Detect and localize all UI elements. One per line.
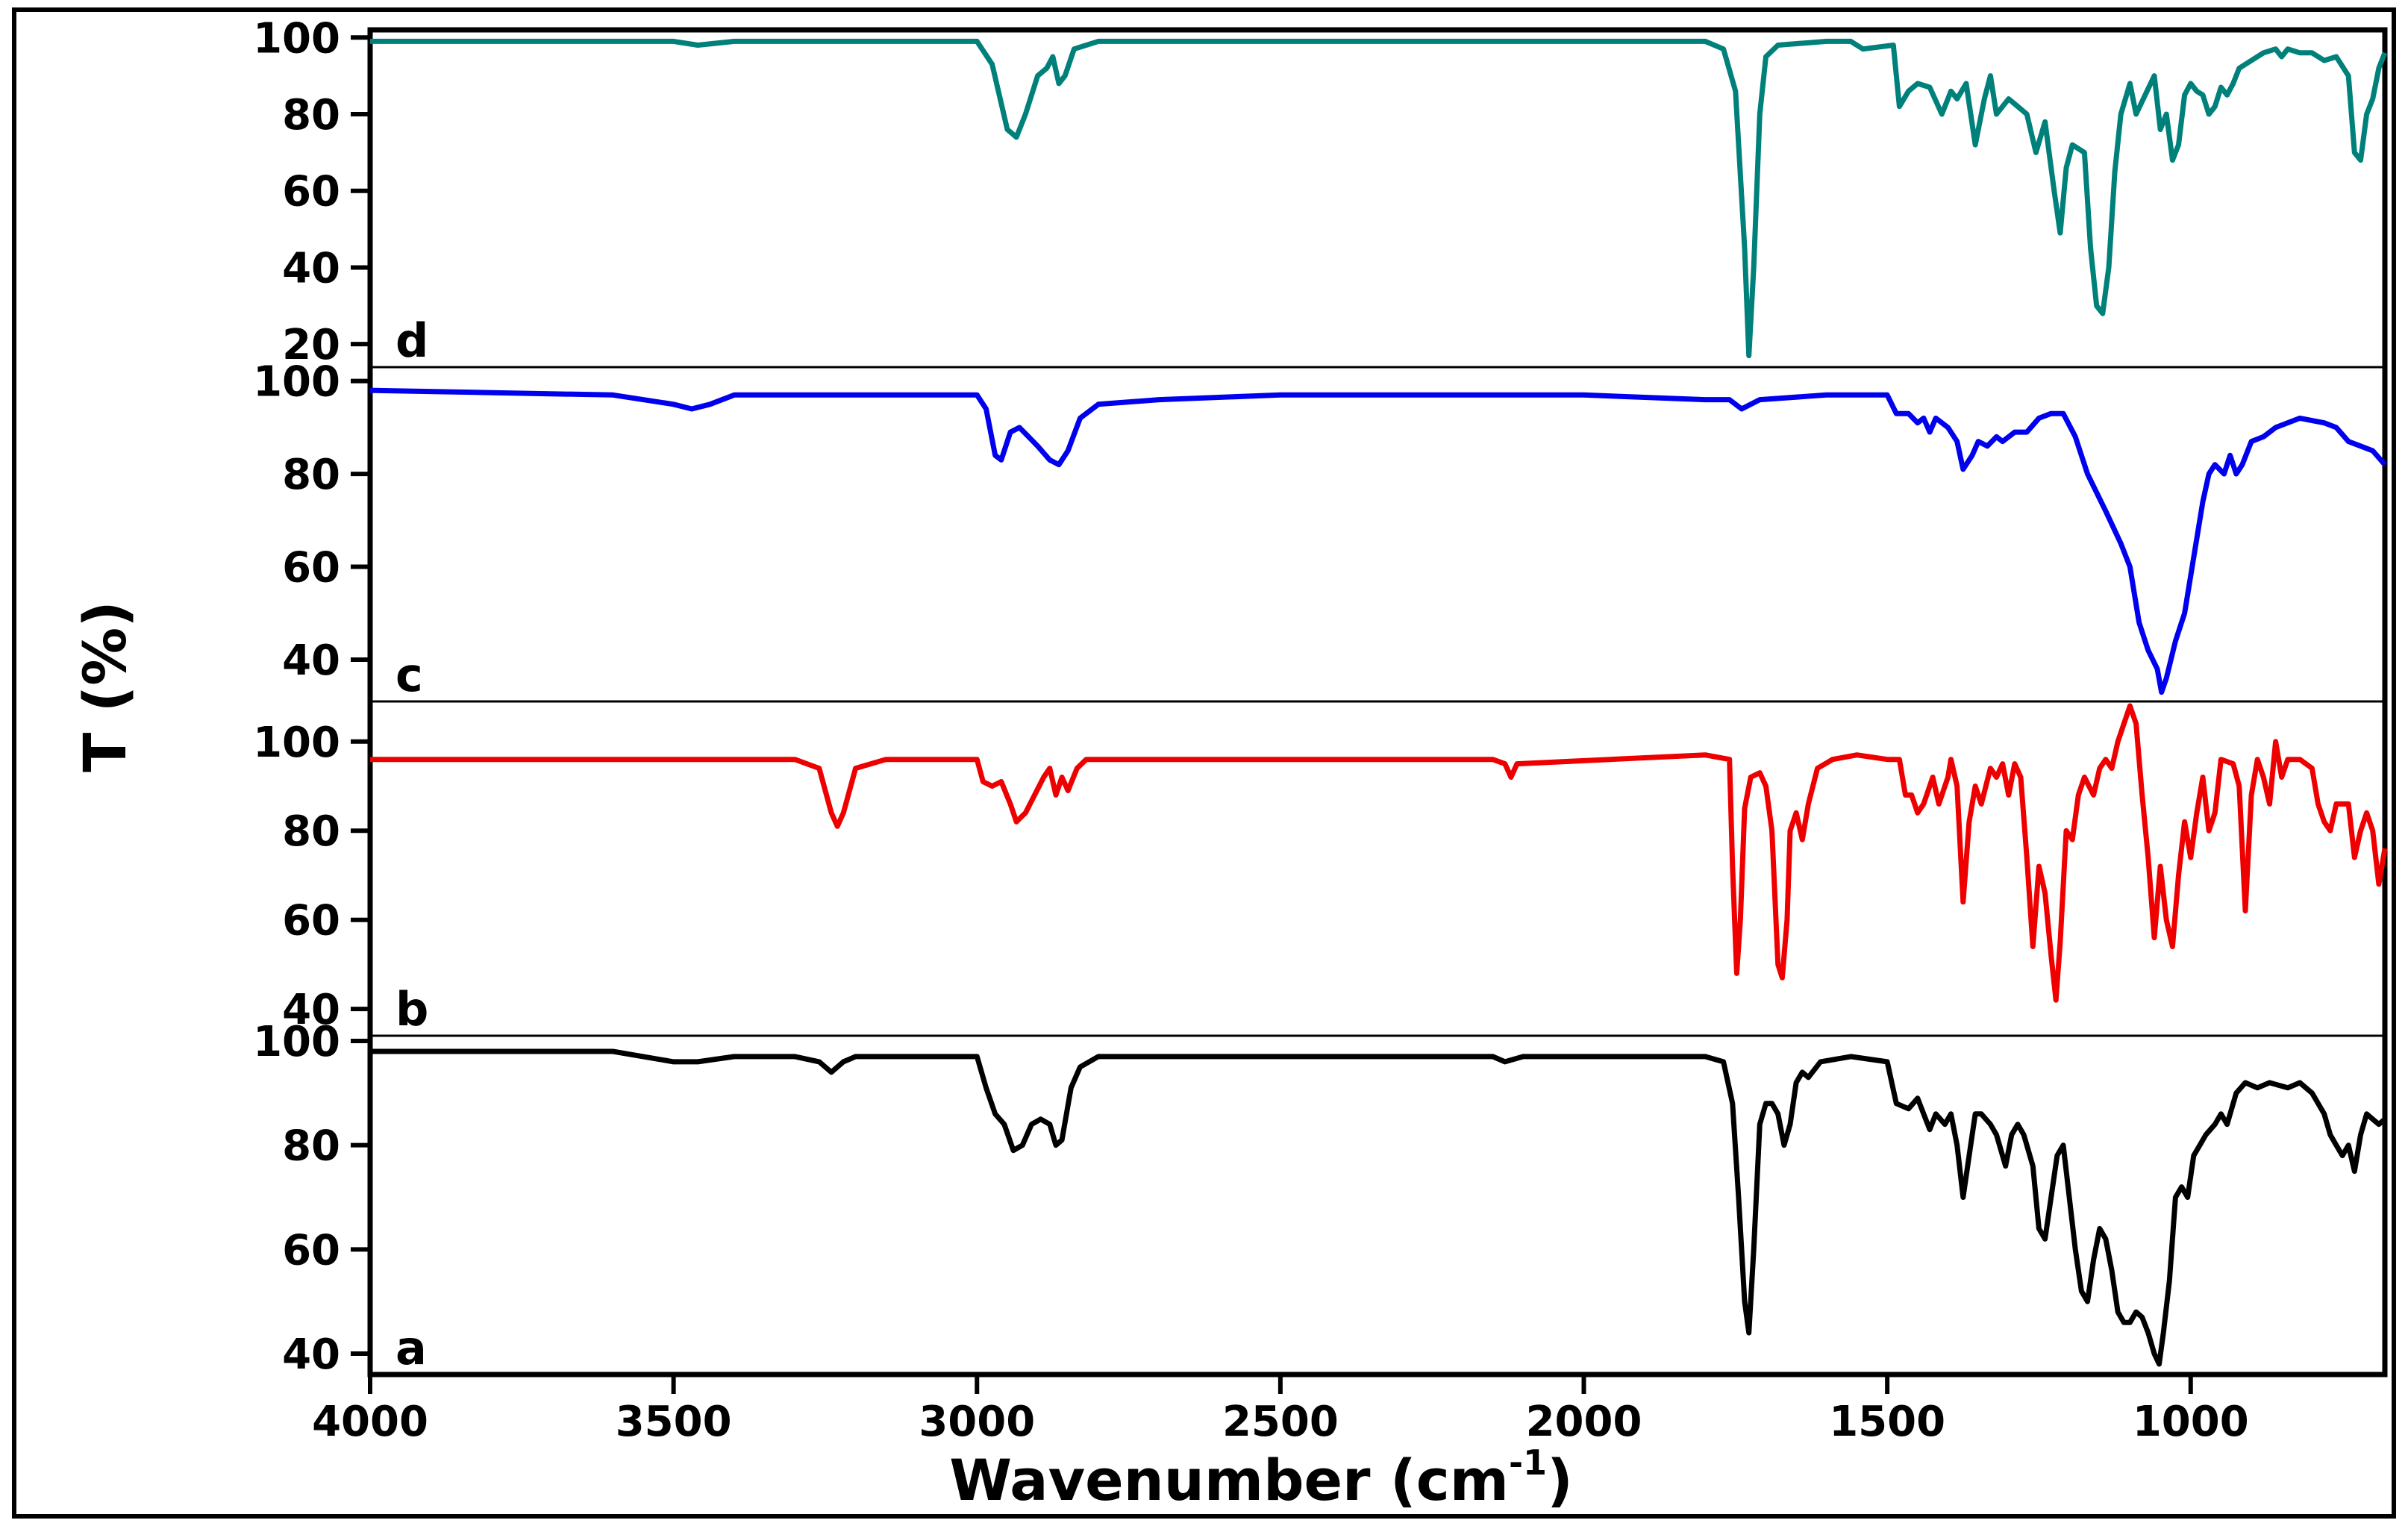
y-tick-label-d-40: 40 [282, 244, 340, 293]
x-axis: 4000 3500 3000 2500 2000 1500 1000 [312, 1375, 2249, 1446]
y-tick-label-a-80: 80 [282, 1122, 340, 1171]
spectrum-line-d [370, 38, 2388, 359]
y-tick-label-c-60: 60 [282, 544, 340, 592]
spectrum-line-c [369, 387, 2387, 695]
panel-label-d: d [395, 313, 428, 368]
x-axis-title-close: ) [1547, 1447, 1573, 1513]
spectra-panels: 100 80 60 40 20 d 100 80 60 40 c 100 80 60 40 b 100 80 60 4… [253, 14, 2388, 1379]
figure-frame [12, 7, 2396, 1519]
x-axis-title-superscript: -1 [1509, 1442, 1547, 1483]
y-tick-label-b-40: 40 [282, 986, 340, 1034]
x-tick-label-4000: 4000 [312, 1398, 428, 1446]
y-tick-label-d-60: 60 [282, 168, 340, 216]
y-tick-label-a-60: 60 [282, 1226, 340, 1275]
y-tick-label-a-40: 40 [282, 1330, 340, 1379]
panel-a: 100 80 60 40 a [253, 1018, 2387, 1379]
spectrum-line-b [370, 703, 2388, 1003]
y-tick-label-d-100: 100 [253, 14, 340, 63]
y-tick-label-b-60: 60 [282, 897, 340, 945]
y-tick-label-c-80: 80 [282, 451, 340, 499]
y-tick-label-c-40: 40 [282, 637, 340, 685]
panel-label-b: b [395, 982, 428, 1036]
x-axis-title-main: Wavenumber (cm [949, 1447, 1509, 1513]
x-axis-title: Wavenumber (cm-1) [949, 1442, 1573, 1513]
x-tick-label-3000: 3000 [919, 1398, 1035, 1446]
y-tick-label-d-80: 80 [282, 91, 340, 140]
y-tick-label-b-100: 100 [253, 719, 340, 767]
panel-label-a: a [395, 1321, 427, 1375]
y-tick-label-c-100: 100 [253, 358, 340, 407]
y-tick-label-a-100: 100 [253, 1018, 340, 1066]
y-tick-label-d-20: 20 [282, 321, 340, 369]
x-tick-label-3500: 3500 [616, 1398, 732, 1446]
x-tick-label-2500: 2500 [1222, 1398, 1339, 1446]
panel-d: 100 80 60 40 20 d [253, 14, 2388, 369]
panel-b: 100 80 60 40 b [253, 700, 2388, 1036]
spectrum-line-a [370, 1048, 2387, 1367]
panel-label-c: c [395, 648, 423, 702]
x-tick-label-2000: 2000 [1526, 1398, 1642, 1446]
panel-c: 100 80 60 40 c [253, 358, 2387, 702]
y-axis-title: T (%) [72, 601, 140, 772]
x-tick-label-1000: 1000 [2133, 1398, 2249, 1446]
y-tick-label-b-80: 80 [282, 807, 340, 856]
x-tick-label-1500: 1500 [1829, 1398, 1945, 1446]
